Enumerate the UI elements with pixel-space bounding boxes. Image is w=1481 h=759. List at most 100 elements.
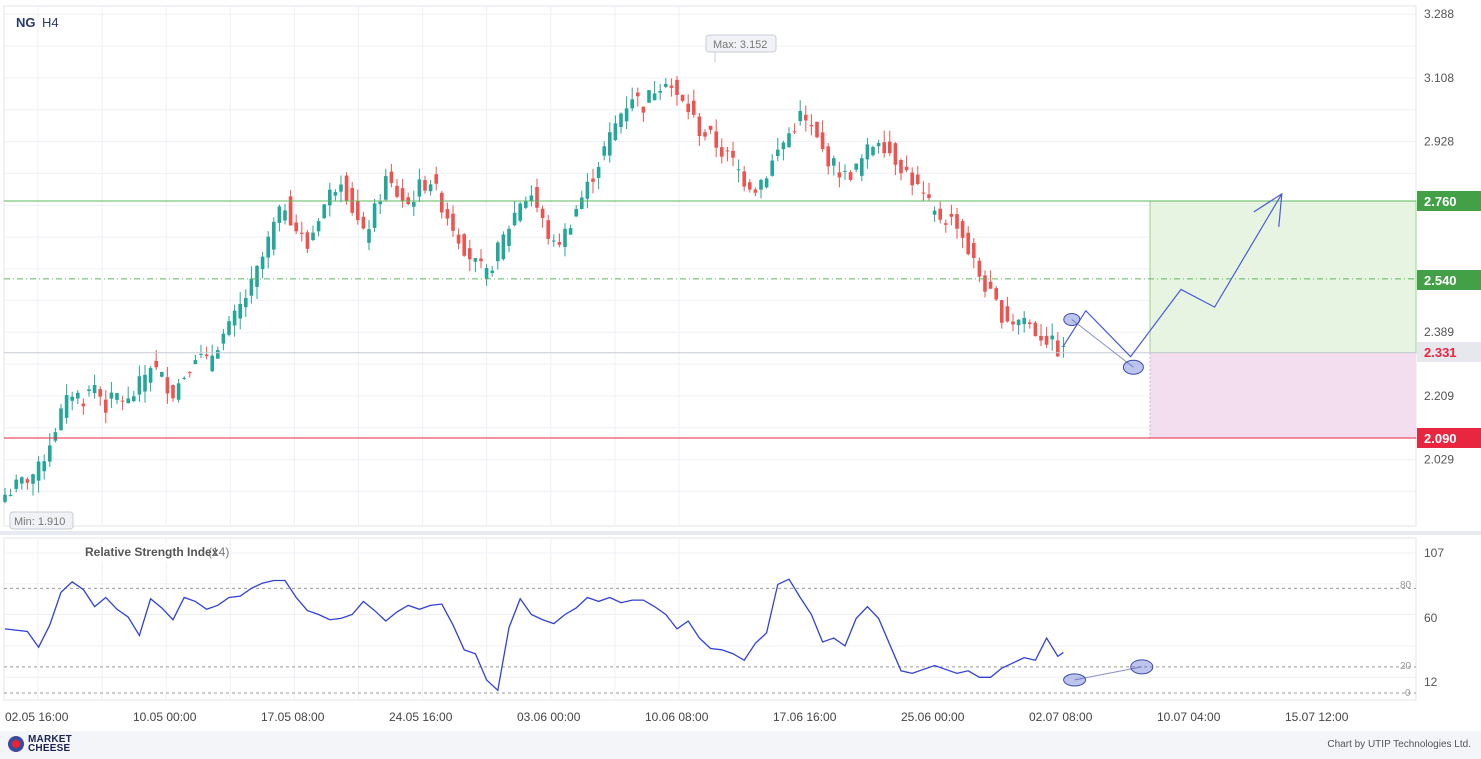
candle[interactable] <box>843 164 847 180</box>
candle[interactable] <box>193 354 198 365</box>
candle[interactable] <box>591 168 595 194</box>
candle[interactable] <box>535 178 539 213</box>
candle[interactable] <box>792 123 797 134</box>
candle[interactable] <box>529 185 534 207</box>
candle[interactable] <box>182 376 186 381</box>
divergence-marker[interactable] <box>1063 673 1087 687</box>
candle[interactable] <box>781 140 786 161</box>
candle[interactable] <box>176 378 181 403</box>
candle[interactable] <box>8 488 13 497</box>
candle[interactable] <box>1033 320 1038 337</box>
candle[interactable] <box>322 204 326 219</box>
candle[interactable] <box>277 204 282 232</box>
candle[interactable] <box>832 155 836 176</box>
candle[interactable] <box>87 385 91 397</box>
candle[interactable] <box>871 145 875 157</box>
candle[interactable] <box>451 205 455 237</box>
candle[interactable] <box>960 218 965 249</box>
candle[interactable] <box>59 404 63 431</box>
candle[interactable] <box>888 130 892 156</box>
candle[interactable] <box>316 218 321 237</box>
candle[interactable] <box>76 390 80 405</box>
divergence-marker[interactable] <box>1063 313 1081 326</box>
candle[interactable] <box>910 167 914 196</box>
candle[interactable] <box>675 76 679 106</box>
candle[interactable] <box>305 230 310 254</box>
candle[interactable] <box>148 365 153 392</box>
candle[interactable] <box>921 181 926 202</box>
candle[interactable] <box>876 139 881 154</box>
candle[interactable] <box>395 178 399 199</box>
candle[interactable] <box>826 142 830 175</box>
candle[interactable] <box>356 189 360 225</box>
candle[interactable] <box>98 386 102 406</box>
candle[interactable] <box>546 214 550 245</box>
candle[interactable] <box>596 162 601 190</box>
candle[interactable] <box>798 100 802 126</box>
candle[interactable] <box>462 233 466 257</box>
divergence-marker[interactable] <box>1122 359 1144 375</box>
candle[interactable] <box>524 196 528 210</box>
candle[interactable] <box>249 266 254 304</box>
candle[interactable] <box>664 78 668 89</box>
candle[interactable] <box>1050 323 1054 351</box>
candle[interactable] <box>350 181 354 216</box>
candle[interactable] <box>412 190 416 217</box>
candle[interactable] <box>703 129 707 141</box>
candle[interactable] <box>468 239 472 272</box>
candle[interactable] <box>199 344 203 359</box>
candle[interactable] <box>1028 319 1032 329</box>
candle[interactable] <box>932 206 937 222</box>
candle[interactable] <box>720 138 724 164</box>
candle[interactable] <box>48 433 52 468</box>
stop-zone[interactable] <box>1150 352 1416 438</box>
candle[interactable] <box>714 119 718 158</box>
candle[interactable] <box>372 199 377 232</box>
candle[interactable] <box>70 391 74 411</box>
candle[interactable] <box>994 285 998 302</box>
candle[interactable] <box>400 178 405 208</box>
candle[interactable] <box>1011 313 1015 332</box>
candle[interactable] <box>227 315 231 337</box>
target-zone[interactable] <box>1149 200 1417 354</box>
candle[interactable] <box>512 201 517 227</box>
candle[interactable] <box>1039 324 1043 346</box>
candle[interactable] <box>445 202 450 226</box>
candle[interactable] <box>188 371 192 378</box>
rsi-line[interactable] <box>4 578 1064 692</box>
candle[interactable] <box>904 155 909 173</box>
candle[interactable] <box>81 398 86 415</box>
candle[interactable] <box>294 214 298 235</box>
candle[interactable] <box>804 105 808 132</box>
candle[interactable] <box>916 165 920 186</box>
candle[interactable] <box>1000 299 1004 329</box>
candle[interactable] <box>624 96 629 130</box>
candle[interactable] <box>266 231 270 269</box>
candle[interactable] <box>165 366 170 404</box>
candle[interactable] <box>585 173 590 209</box>
candle[interactable] <box>440 190 444 219</box>
candle[interactable] <box>860 154 864 182</box>
candle[interactable] <box>899 158 903 181</box>
candle[interactable] <box>977 257 982 283</box>
candle[interactable] <box>126 386 130 404</box>
candle[interactable] <box>154 350 158 371</box>
candle[interactable] <box>384 168 388 202</box>
candle[interactable] <box>753 187 758 197</box>
candle[interactable] <box>507 225 511 253</box>
candle[interactable] <box>742 166 746 192</box>
candle[interactable] <box>776 137 780 162</box>
candle[interactable] <box>764 176 769 189</box>
candle[interactable] <box>552 234 556 247</box>
candle[interactable] <box>25 477 30 490</box>
candle[interactable] <box>983 270 987 298</box>
candle[interactable] <box>697 112 702 146</box>
chart-canvas[interactable]: 3.288 3.108 2.928 2.389 2.209 2.029 NG H4 Rel… <box>0 0 1481 731</box>
candle[interactable] <box>647 90 651 103</box>
candle[interactable] <box>608 122 612 163</box>
candle[interactable] <box>574 204 578 217</box>
candle[interactable] <box>31 473 35 496</box>
candle[interactable] <box>367 220 371 251</box>
forecast-path[interactable] <box>1062 193 1283 358</box>
candle[interactable] <box>893 142 898 176</box>
